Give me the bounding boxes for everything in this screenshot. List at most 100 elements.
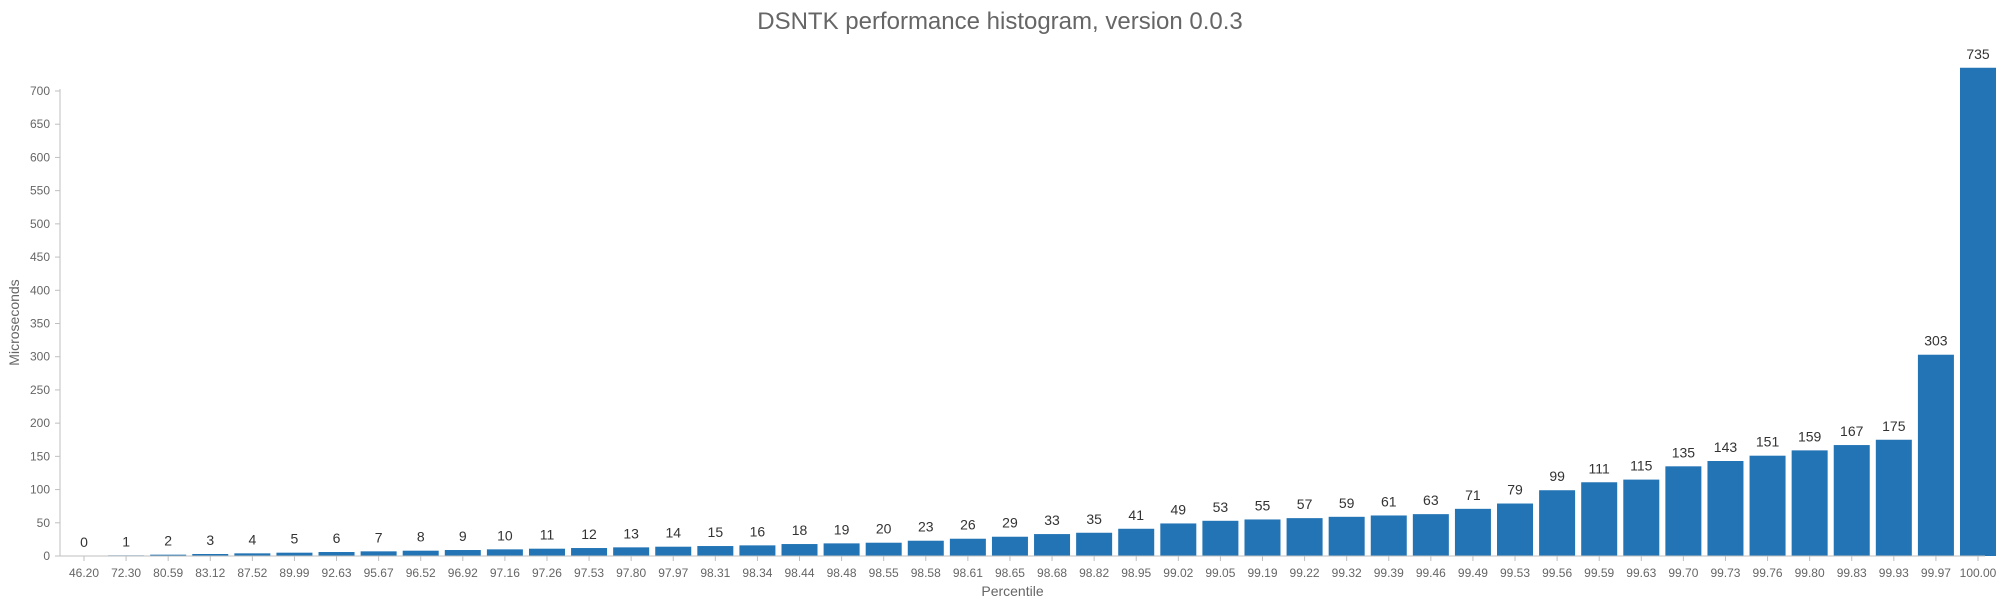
- x-tick-label: 98.34: [742, 566, 772, 580]
- y-tick-label: 650: [30, 117, 50, 131]
- y-tick-label: 350: [30, 317, 50, 331]
- y-tick-label: 300: [30, 350, 50, 364]
- x-tick-label: 92.63: [322, 566, 352, 580]
- x-tick-label: 99.80: [1795, 566, 1825, 580]
- x-tick-label: 98.58: [911, 566, 941, 580]
- bar: [486, 549, 523, 556]
- bar-value-label: 19: [834, 521, 850, 537]
- bar-value-label: 1: [122, 533, 130, 549]
- bar: [1917, 354, 1954, 556]
- x-tick-label: 98.82: [1079, 566, 1109, 580]
- y-tick-label: 150: [30, 449, 50, 463]
- x-tick-label: 99.22: [1290, 566, 1320, 580]
- x-tick-label: 98.44: [784, 566, 814, 580]
- bar: [150, 554, 187, 556]
- bar-value-label: 7: [375, 529, 383, 545]
- x-tick-label: 46.20: [69, 566, 99, 580]
- x-tick-label: 99.49: [1458, 566, 1488, 580]
- x-tick-label: 99.56: [1542, 566, 1572, 580]
- x-tick-label: 99.53: [1500, 566, 1530, 580]
- x-tick-label: 99.76: [1753, 566, 1783, 580]
- bar-value-label: 14: [665, 525, 681, 541]
- bar-value-label: 151: [1756, 434, 1780, 450]
- bar: [739, 545, 776, 556]
- bar-value-label: 143: [1714, 439, 1738, 455]
- bar: [1412, 514, 1449, 556]
- x-tick-label: 99.05: [1205, 566, 1235, 580]
- bar: [991, 536, 1028, 556]
- bar: [1960, 67, 1996, 556]
- x-tick-label: 99.46: [1416, 566, 1446, 580]
- x-axis: 46.20 72.30 80.59 83.12 87.52 89.99 92.63 95.67…: [60, 555, 1997, 580]
- bar-value-label: 4: [248, 531, 256, 547]
- x-tick-label: 97.53: [574, 566, 604, 580]
- bar-value-label: 23: [918, 519, 934, 535]
- x-tick-label: 99.39: [1374, 566, 1404, 580]
- bar-value-label: 71: [1465, 487, 1481, 503]
- x-tick-label: 99.97: [1921, 566, 1951, 580]
- bar: [1034, 534, 1071, 556]
- bar-value-label: 10: [497, 527, 513, 543]
- bar: [1707, 461, 1744, 556]
- bar: [276, 552, 313, 556]
- x-axis-title: Percentile: [981, 583, 1043, 599]
- bar: [1581, 482, 1618, 556]
- bar-value-label: 5: [291, 531, 299, 547]
- bar-value-label: 41: [1128, 507, 1144, 523]
- bar-value-label: 35: [1086, 511, 1102, 527]
- bar-value-label: 159: [1798, 428, 1822, 444]
- bar-value-label: 11: [540, 527, 555, 543]
- bar: [1118, 528, 1155, 556]
- bar-value-label: 49: [1171, 501, 1187, 517]
- bar-value-label: 53: [1213, 499, 1229, 515]
- x-tick-label: 99.73: [1710, 566, 1740, 580]
- y-axis-title: Microseconds: [6, 279, 22, 365]
- y-tick-label: 600: [30, 150, 50, 164]
- bar: [1244, 519, 1281, 556]
- y-tick-label: 100: [30, 483, 50, 497]
- bar: [1202, 520, 1239, 556]
- bar: [613, 547, 650, 556]
- x-tick-label: 96.52: [406, 566, 436, 580]
- bar: [318, 552, 355, 556]
- x-tick-label: 98.65: [995, 566, 1025, 580]
- bar: [1370, 515, 1407, 556]
- bar-value-label: 59: [1339, 495, 1355, 511]
- x-tick-label: 98.68: [1037, 566, 1067, 580]
- bar-value-label: 55: [1255, 497, 1271, 513]
- bar-value-label: 8: [417, 529, 425, 545]
- bar-value-label: 63: [1423, 492, 1439, 508]
- x-tick-label: 99.32: [1332, 566, 1362, 580]
- bar-value-label: 16: [750, 523, 766, 539]
- bar: [1076, 532, 1113, 556]
- x-tick-label: 98.31: [700, 566, 730, 580]
- bar: [823, 543, 860, 556]
- x-tick-label: 99.02: [1163, 566, 1193, 580]
- y-tick-label: 50: [37, 516, 51, 530]
- x-tick-label: 99.93: [1879, 566, 1909, 580]
- bar-value-label: 18: [792, 522, 808, 538]
- bar: [1286, 518, 1323, 556]
- x-tick-label: 100.00: [1960, 566, 1997, 580]
- bar: [192, 554, 229, 556]
- x-tick-label: 98.48: [827, 566, 857, 580]
- bar-value-label: 79: [1507, 482, 1523, 498]
- bar: [655, 546, 692, 556]
- bar-value-label: 6: [333, 530, 341, 546]
- bar: [949, 538, 986, 556]
- bar: [1749, 455, 1786, 556]
- bar-value-label: 13: [623, 525, 639, 541]
- x-tick-label: 87.52: [237, 566, 267, 580]
- bar-value-label: 61: [1381, 493, 1397, 509]
- bar: [865, 542, 902, 556]
- bar: [444, 550, 481, 556]
- x-tick-label: 89.99: [279, 566, 309, 580]
- x-tick-label: 98.61: [953, 566, 983, 580]
- x-tick-label: 95.67: [364, 566, 394, 580]
- bar-value-label: 111: [1589, 460, 1610, 476]
- x-tick-label: 72.30: [111, 566, 141, 580]
- x-tick-label: 99.70: [1668, 566, 1698, 580]
- bar-value-label: 9: [459, 528, 467, 544]
